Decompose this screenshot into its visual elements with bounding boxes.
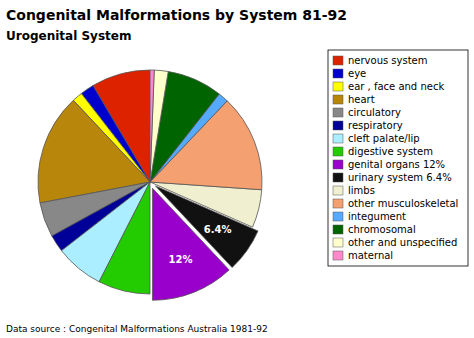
legend-swatch: [333, 238, 343, 247]
legend-swatch: [333, 199, 343, 208]
legend-swatch: [333, 108, 343, 117]
pie: [38, 70, 262, 300]
slice: [99, 182, 150, 294]
data-label: 12%: [169, 254, 193, 265]
legend-swatch: [333, 186, 343, 195]
legend-entry: urinary system 6.4%: [348, 172, 452, 183]
legend-entry: other and unspecified: [348, 237, 457, 248]
legend-entry: maternal: [348, 250, 393, 261]
data-labels: 12% 6.4%: [169, 224, 232, 264]
legend-entry: respiratory: [348, 120, 403, 131]
legend-swatch: [333, 147, 343, 156]
legend-swatch: [333, 251, 343, 260]
legend-swatch: [333, 82, 343, 91]
legend-swatch: [333, 69, 343, 78]
legend-swatch: [333, 173, 343, 182]
legend-frame: [328, 50, 468, 266]
legend-entry: cleft palate/lip: [348, 133, 420, 144]
legend-swatch: [333, 95, 343, 104]
legend-entry: ear , face and neck: [348, 81, 444, 92]
chart: Congenital Malformations by System 81-92…: [0, 0, 474, 338]
legend-entry: digestive system: [348, 146, 433, 157]
legend-swatch: [333, 121, 343, 130]
legend-swatch: [333, 225, 343, 234]
legend-entry: circulatory: [348, 107, 401, 118]
data-label: 6.4%: [204, 224, 232, 235]
legend-entry: heart: [348, 94, 375, 105]
legend-swatch: [333, 134, 343, 143]
legend-entry: limbs: [348, 185, 375, 196]
legend-entry: eye: [348, 68, 366, 79]
subtitle: Urogenital System: [6, 29, 131, 43]
legend-entry: chromosomal: [348, 224, 416, 235]
legend-entry: other musculoskeletal: [348, 198, 458, 209]
background: [0, 0, 474, 338]
legend-swatch: [333, 56, 343, 65]
legend-entry: integument: [348, 211, 406, 222]
legend-entry: nervous system: [348, 55, 428, 66]
slice: [150, 70, 154, 182]
slice: [150, 70, 168, 182]
legend-swatch: [333, 160, 343, 169]
title: Congenital Malformations by System 81-92: [6, 7, 347, 23]
legend-swatch: [333, 212, 343, 221]
legend-entry: genital organs 12%: [348, 159, 445, 170]
footnote: Data source : Congenital Malformations A…: [6, 324, 268, 334]
legend: nervous system eye ear , face and neck hear…: [328, 50, 468, 266]
